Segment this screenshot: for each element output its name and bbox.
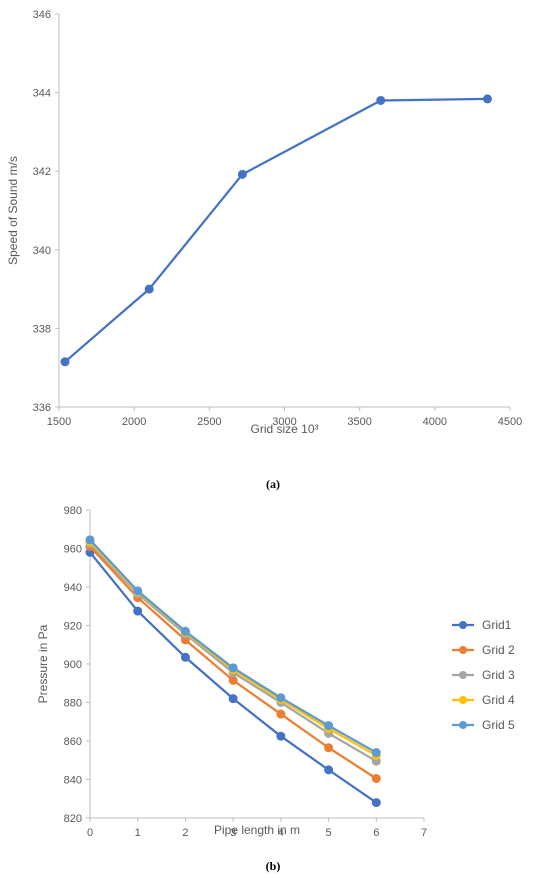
y-axis-title: Pressure in Pa bbox=[36, 624, 50, 703]
x-tick-label: 0 bbox=[87, 827, 93, 839]
y-tick-label: 820 bbox=[64, 813, 82, 825]
data-point bbox=[180, 652, 190, 662]
legend-marker bbox=[459, 621, 467, 629]
y-tick-label: 338 bbox=[33, 323, 51, 335]
data-point bbox=[276, 693, 286, 703]
x-tick-label: 2500 bbox=[197, 416, 221, 428]
data-point bbox=[482, 94, 492, 104]
series-line-1 bbox=[89, 545, 377, 780]
x-tick-label: 4 bbox=[278, 827, 284, 839]
data-point bbox=[133, 586, 143, 596]
data-point bbox=[228, 663, 238, 673]
y-tick-label: 340 bbox=[33, 245, 51, 257]
y-tick-label: 980 bbox=[64, 505, 82, 517]
data-point bbox=[60, 357, 70, 367]
series-line-3 bbox=[89, 540, 377, 757]
caption-b: (b) bbox=[266, 859, 281, 873]
data-point bbox=[276, 709, 286, 719]
x-axis-title: Grid size 10³ bbox=[250, 422, 318, 436]
y-tick-label: 860 bbox=[64, 736, 82, 748]
data-point bbox=[324, 743, 334, 753]
legend-marker bbox=[459, 671, 467, 679]
chart-1: 820 840 860 880 900 920 940 960 980 0 1 2 3 4 5 6 7 Pipe … bbox=[36, 505, 515, 839]
legend-marker bbox=[459, 696, 467, 704]
x-tick-label: 6 bbox=[373, 827, 379, 839]
data-point bbox=[237, 169, 247, 179]
data-point bbox=[324, 721, 334, 731]
series-line-4 bbox=[89, 539, 377, 754]
y-axis-title: Speed of Sound m/s bbox=[6, 156, 20, 265]
legend-marker bbox=[459, 646, 467, 654]
y-tick-label: 900 bbox=[64, 659, 82, 671]
legend-label: Grid1 bbox=[482, 618, 512, 632]
y-tick-label: 336 bbox=[33, 402, 51, 414]
x-tick-label: 4000 bbox=[423, 416, 447, 428]
y-tick-label: 346 bbox=[33, 9, 51, 21]
data-point bbox=[228, 675, 238, 685]
data-point bbox=[371, 774, 381, 784]
x-tick-label: 1500 bbox=[47, 416, 71, 428]
x-tick-label: 2 bbox=[182, 827, 188, 839]
legend-label: Grid 5 bbox=[482, 718, 515, 732]
y-tick-label: 940 bbox=[64, 582, 82, 594]
x-tick-label: 1 bbox=[135, 827, 141, 839]
y-tick-label: 960 bbox=[64, 544, 82, 556]
y-tick-label: 840 bbox=[64, 775, 82, 787]
data-point bbox=[371, 748, 381, 758]
data-point bbox=[133, 606, 143, 616]
x-tick-label: 3000 bbox=[272, 416, 296, 428]
series-line-0 bbox=[64, 97, 488, 363]
y-tick-label: 342 bbox=[33, 166, 51, 178]
data-point bbox=[144, 284, 154, 294]
x-tick-label: 3 bbox=[230, 827, 236, 839]
y-tick-label: 344 bbox=[33, 88, 51, 100]
legend-label: Grid 2 bbox=[482, 643, 515, 657]
x-axis-title: Pipe length in m bbox=[214, 823, 300, 837]
data-point bbox=[228, 694, 238, 704]
legend-marker bbox=[459, 721, 467, 729]
caption-a: (a) bbox=[266, 477, 280, 491]
chart-0: 336 338 340 342 344 346 1500 2000 2500 3000 3500 40… bbox=[6, 9, 522, 436]
y-tick-label: 920 bbox=[64, 621, 82, 633]
data-point bbox=[276, 731, 286, 741]
x-tick-label: 2000 bbox=[122, 416, 146, 428]
data-point bbox=[376, 95, 386, 105]
data-point bbox=[371, 798, 381, 808]
data-point bbox=[180, 626, 190, 636]
legend-label: Grid 4 bbox=[482, 693, 515, 707]
x-tick-label: 3500 bbox=[347, 416, 371, 428]
x-tick-label: 7 bbox=[421, 827, 427, 839]
y-tick-label: 880 bbox=[64, 698, 82, 710]
x-tick-label: 5 bbox=[326, 827, 332, 839]
data-point bbox=[324, 765, 334, 775]
legend-label: Grid 3 bbox=[482, 668, 515, 682]
data-point bbox=[85, 535, 95, 545]
x-tick-label: 4500 bbox=[498, 416, 522, 428]
